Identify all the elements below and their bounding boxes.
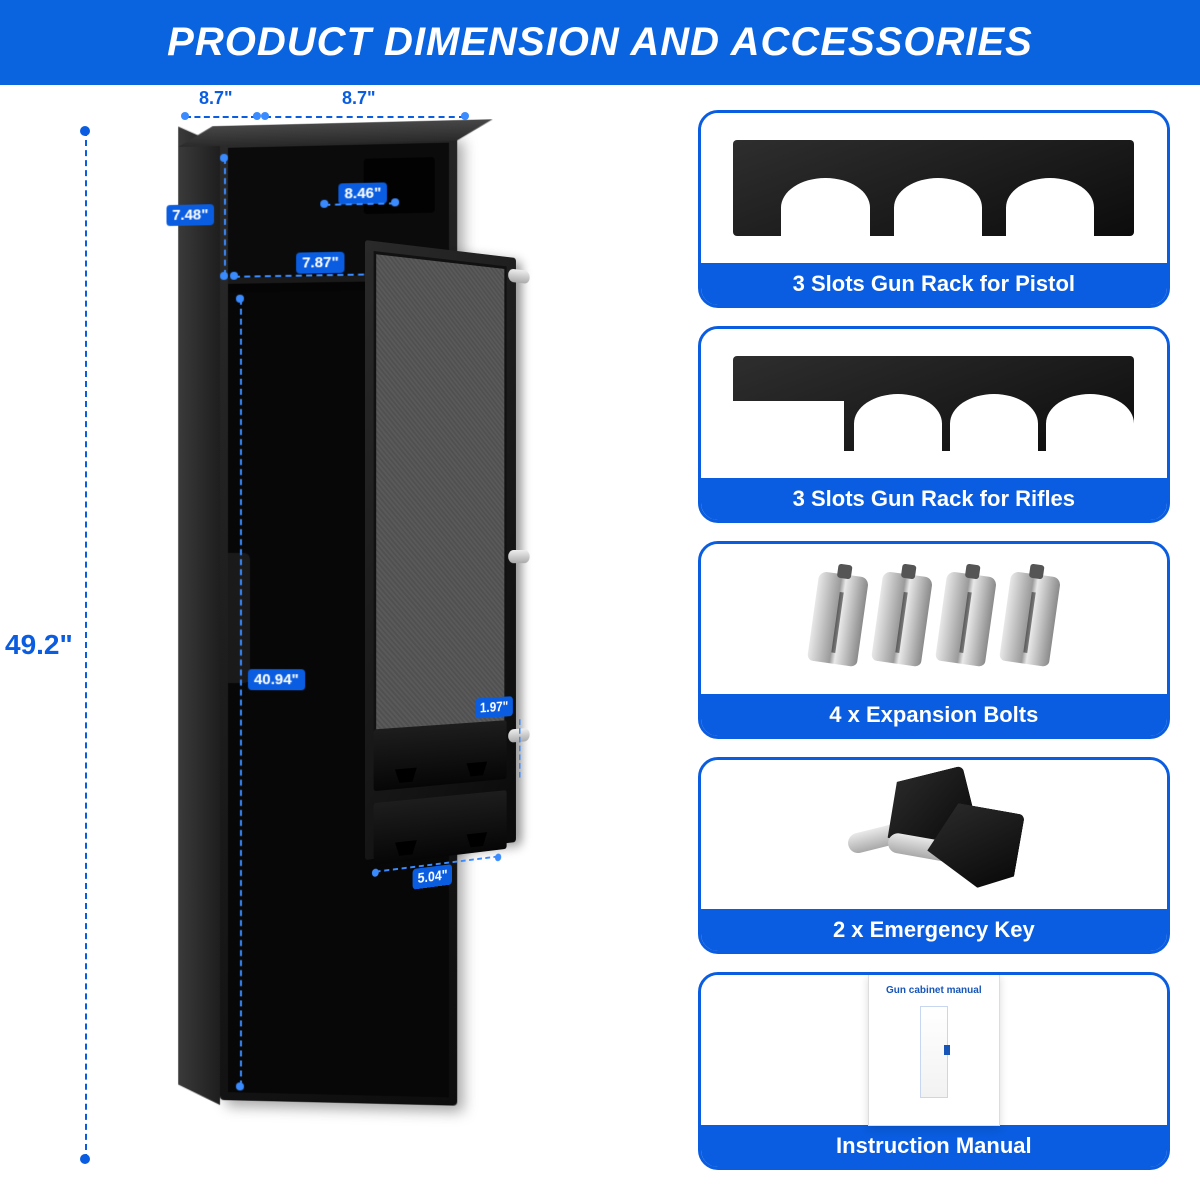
door-organizer-panel (374, 251, 507, 765)
accessory-card-pistol-rack: 3 Slots Gun Rack for Pistol (698, 110, 1170, 308)
door-bolt (508, 268, 529, 284)
dim-depth-label: 8.7" (197, 88, 235, 109)
accessory-label: 2 x Emergency Key (701, 909, 1167, 951)
dim-overall-height: 49.2" (55, 130, 115, 1160)
accessory-label: 4 x Expansion Bolts (701, 694, 1167, 736)
accessory-card-manual: Gun cabinet manual Instruction Manual (698, 972, 1170, 1170)
accessory-card-expansion-bolts: 4 x Expansion Bolts (698, 541, 1170, 739)
product-dimension-figure: 49.2" 8.7" 8.7" 7.48" (30, 110, 668, 1170)
door-pocket (374, 790, 507, 865)
dim-pocket-h: 1.97" (475, 696, 513, 718)
emergency-keys-icon (834, 775, 1034, 895)
dim-shelf-inner-d: 7.87" (296, 252, 345, 274)
door-pocket (374, 720, 507, 791)
manual-icon: Gun cabinet manual (868, 974, 1000, 1126)
dim-inner-height: 40.94" (248, 669, 305, 690)
page-title: PRODUCT DIMENSION AND ACCESSORIES (0, 0, 1200, 85)
accessory-label: 3 Slots Gun Rack for Pistol (701, 263, 1167, 305)
dim-shelf-inner-w: 8.46" (338, 182, 387, 204)
accessory-card-emergency-keys: 2 x Emergency Key (698, 757, 1170, 955)
rifle-rack-icon (733, 356, 1134, 452)
pistol-rack-icon (733, 140, 1134, 236)
manual-cover-text: Gun cabinet manual (886, 985, 982, 996)
accessory-label: Instruction Manual (701, 1125, 1167, 1167)
accessory-label: 3 Slots Gun Rack for Rifles (701, 478, 1167, 520)
expansion-bolts-icon (813, 574, 1055, 664)
content: 49.2" 8.7" 8.7" 7.48" (0, 85, 1200, 1200)
interior-rack (228, 553, 250, 683)
dim-overall-height-label: 49.2" (5, 629, 73, 661)
dim-width-label: 8.7" (340, 88, 378, 109)
accessories-list: 3 Slots Gun Rack for Pistol 3 Slots Gun … (698, 110, 1170, 1170)
dim-shelf-height: 7.48" (166, 204, 214, 226)
accessory-card-rifle-rack: 3 Slots Gun Rack for Rifles (698, 326, 1170, 524)
safe-door: 1.97" 5.04" (365, 240, 516, 860)
door-bolt (508, 550, 529, 563)
